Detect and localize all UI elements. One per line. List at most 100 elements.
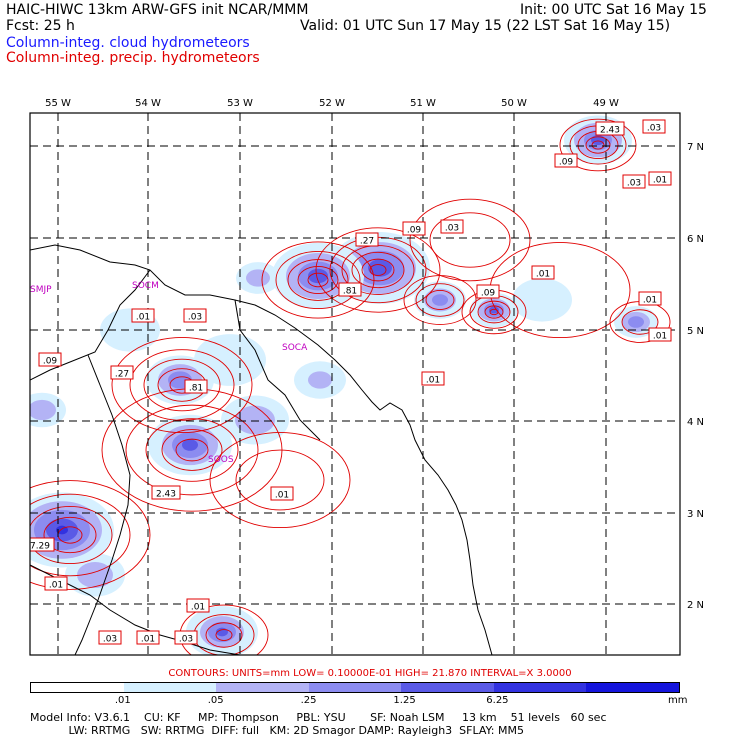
- contour-label-box: [421, 371, 445, 386]
- color-scale-segment: [216, 683, 309, 692]
- contour-label-box: [131, 308, 155, 323]
- precip-contour: [297, 265, 339, 295]
- longitude-label: 54 W: [135, 98, 161, 109]
- station-label: SOCA: [282, 343, 308, 353]
- contour-label-box: [355, 232, 379, 247]
- contour-label-box: [531, 265, 555, 280]
- precip-contour: [409, 198, 531, 282]
- precip-contour: [315, 227, 441, 313]
- contour-info: CONTOURS: UNITS=mm LOW= 0.10000E-01 HIGH…: [168, 668, 572, 679]
- precip-contour: [215, 629, 233, 641]
- color-scale-units: mm: [668, 695, 688, 706]
- contour-label-box: [110, 365, 134, 380]
- latitude-label: 2 N: [687, 600, 704, 611]
- init-time: Init: 00 UTC Sat 16 May 15: [520, 2, 707, 18]
- contour-label-box: [402, 221, 426, 236]
- longitude-label: 50 W: [501, 98, 527, 109]
- precip-contour: [125, 404, 259, 496]
- longitude-label: 53 W: [227, 98, 253, 109]
- contour-label: .01: [643, 296, 657, 306]
- contour-label: .01: [426, 376, 440, 386]
- contour-label: .01: [141, 635, 155, 645]
- precip-contour: [235, 449, 325, 511]
- contour-label-box: [270, 486, 294, 501]
- station-label: SOCM: [132, 281, 159, 291]
- precip-contour: [145, 418, 239, 482]
- cloud-fill: [308, 371, 332, 389]
- cloud-fill: [194, 334, 266, 386]
- precip-contour: [261, 241, 375, 319]
- longitude-label: 51 W: [410, 98, 436, 109]
- contour-label: .01: [653, 176, 667, 186]
- contour-label: 7.29: [30, 542, 50, 552]
- contour-label-box: [151, 485, 181, 500]
- cloud-fill: [308, 268, 328, 284]
- precip-contour: [129, 349, 235, 421]
- cloud-fill: [368, 259, 392, 277]
- precip-contour: [175, 438, 209, 462]
- latitude-label: 6 N: [687, 234, 704, 245]
- contour-label: .09: [481, 289, 496, 299]
- contour-label-box: [98, 630, 122, 645]
- contour-label: .81: [189, 384, 203, 394]
- precip-contour-layer: [30, 118, 671, 655]
- precip-contour: [307, 272, 329, 288]
- map-frame: [29, 112, 681, 656]
- contour-label: 2.43: [156, 490, 176, 500]
- color-scale-tick: 1.25: [393, 695, 416, 706]
- precip-contour: [205, 622, 243, 648]
- model-info-line-1: Model Info: V3.6.1 CU: KF MP: Thompson P…: [30, 711, 607, 724]
- contour-label: .03: [188, 313, 202, 323]
- color-scale-segment: [123, 683, 217, 692]
- contour-label-box: [136, 630, 160, 645]
- longitude-label: 55 W: [45, 98, 71, 109]
- contour-label: .01: [136, 313, 150, 323]
- station-layer: SMJP SOCA SOCM SOOS: [30, 281, 308, 465]
- contour-label-box: [648, 171, 672, 186]
- precip-contour: [30, 493, 131, 577]
- precip-contour: [209, 431, 351, 529]
- contour-label: .03: [445, 224, 459, 234]
- color-scale-segment: [401, 683, 494, 692]
- precip-contour: [161, 429, 223, 471]
- contour-label: .03: [179, 635, 193, 645]
- latitude-label: 3 N: [687, 509, 704, 520]
- contour-label: .01: [653, 332, 667, 342]
- precip-contour: [585, 136, 611, 154]
- field-precip-label: Column-integ. precip. hydrometeors: [6, 50, 260, 66]
- contour-label: .03: [103, 635, 117, 645]
- color-scale-tick: .05: [207, 695, 224, 706]
- latitude-label: 4 N: [687, 417, 704, 428]
- precip-contour: [43, 516, 97, 554]
- graticule: [30, 113, 680, 655]
- longitude-label: 52 W: [319, 98, 345, 109]
- precip-contour: [559, 118, 637, 172]
- precip-contour: [30, 480, 151, 590]
- contour-label-box: [554, 153, 578, 168]
- latitude-labels: 7 N 6 N 5 N 4 N 3 N 2 N: [687, 142, 704, 611]
- precip-contour: [30, 505, 113, 565]
- contour-label: .01: [536, 270, 550, 280]
- contour-label-box: [38, 352, 62, 367]
- valid-time: Valid: 01 UTC Sun 17 May 15 (22 LST Sat …: [300, 18, 671, 34]
- cloud-fill: [489, 306, 499, 314]
- precip-contour: [425, 290, 455, 310]
- longitude-labels: 55 W 54 W 53 W 52 W 51 W 50 W 49 W: [45, 98, 619, 109]
- cloud-fill: [628, 316, 644, 328]
- contour-label: .01: [191, 603, 205, 613]
- contour-label: .27: [360, 237, 374, 247]
- color-scale-segment: [493, 683, 587, 692]
- contour-label-box: [476, 284, 500, 299]
- contour-label-box: [642, 119, 666, 134]
- contour-label: .81: [343, 287, 357, 297]
- model-info-line-2: LW: RRTMG SW: RRTMG DIFF: full KM: 2D Sm…: [30, 724, 524, 737]
- cloud-fill: [182, 439, 198, 451]
- contour-label: .01: [49, 581, 63, 591]
- contour-label: 2.43: [600, 126, 620, 136]
- precip-contour: [477, 300, 511, 324]
- latitude-label: 5 N: [687, 326, 704, 337]
- color-scale-segment: [586, 683, 680, 692]
- precip-contour: [591, 140, 605, 150]
- precip-contour: [429, 212, 511, 268]
